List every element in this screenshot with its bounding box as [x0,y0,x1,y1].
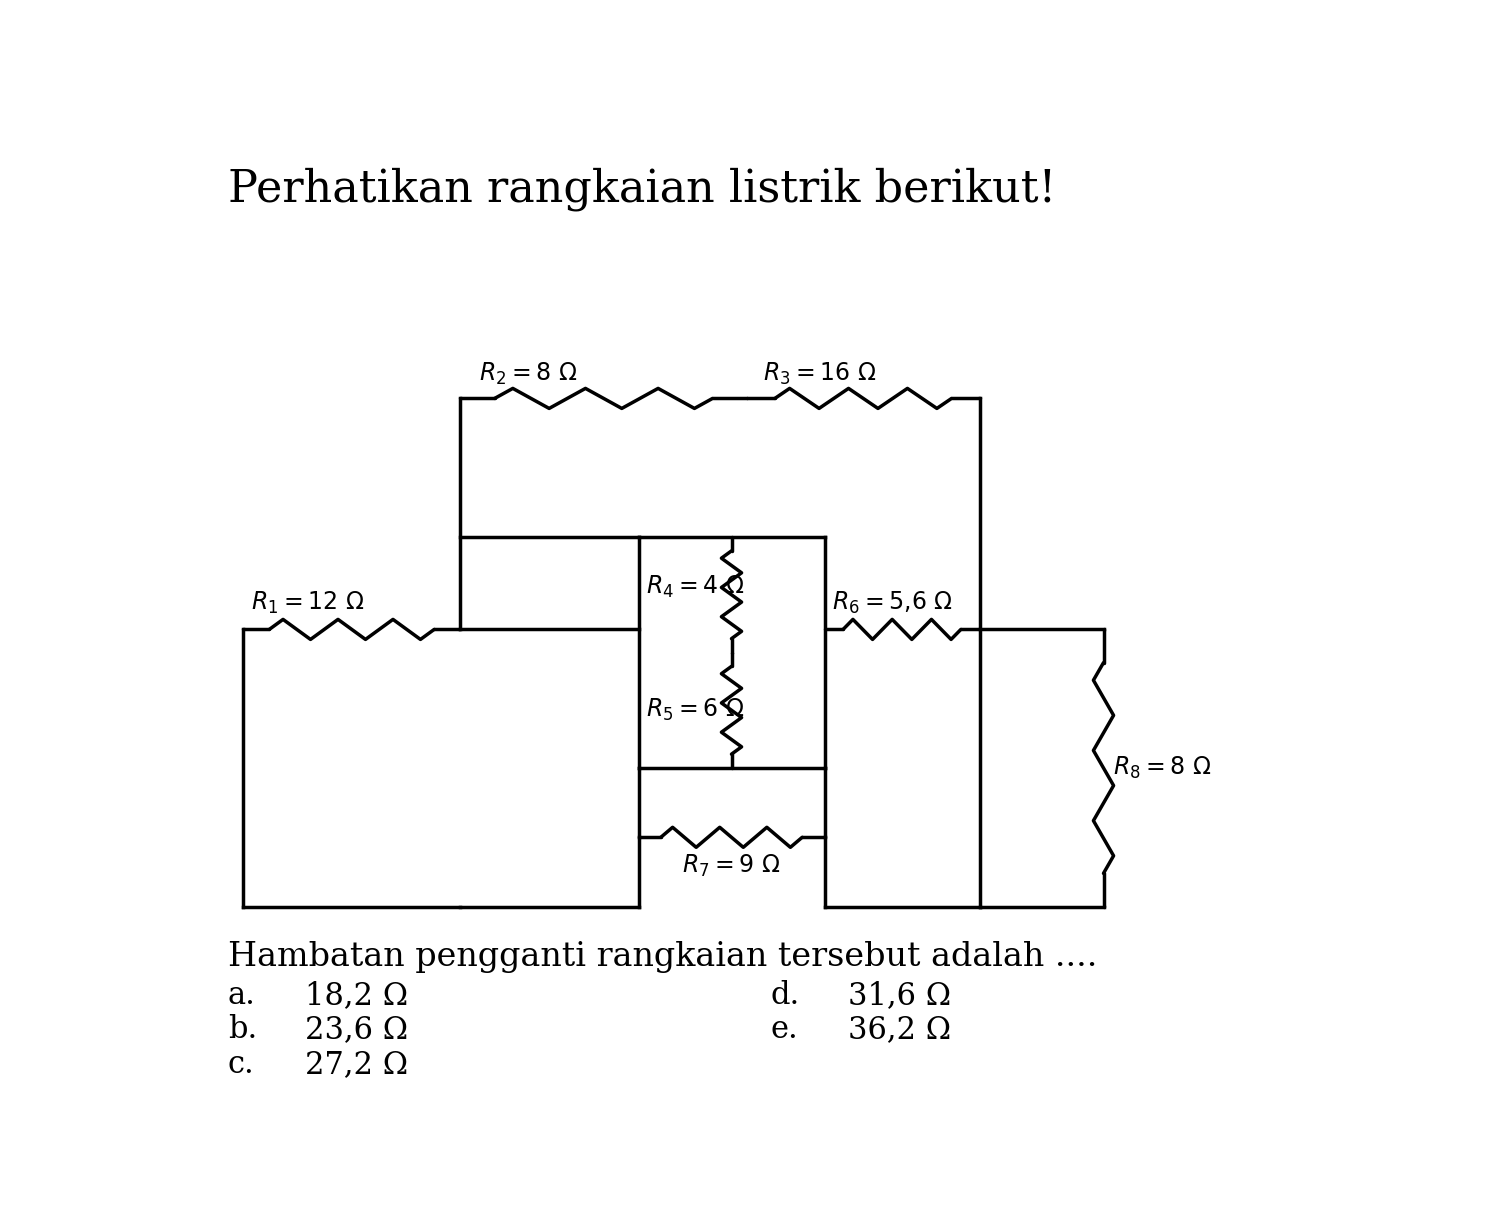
Text: $R_8 = 8\ \Omega$: $R_8 = 8\ \Omega$ [1113,754,1211,781]
Text: $\!\!R_2 = 8\ \Omega$: $\!\!R_2 = 8\ \Omega$ [479,360,578,387]
Text: $R_1 = 12\ \Omega$: $R_1 = 12\ \Omega$ [251,589,364,615]
Text: d.: d. [770,979,800,1011]
Text: Hambatan pengganti rangkaian tersebut adalah ....: Hambatan pengganti rangkaian tersebut ad… [228,942,1098,973]
Text: e.: e. [770,1014,798,1046]
Text: a.: a. [228,979,256,1011]
Text: Perhatikan rangkaian listrik berikut!: Perhatikan rangkaian listrik berikut! [228,167,1055,212]
Text: $R_6 = 5{,}6\ \Omega$: $R_6 = 5{,}6\ \Omega$ [832,589,953,615]
Text: $R_7 = 9\ \Omega$: $R_7 = 9\ \Omega$ [682,852,780,879]
Text: $R_4 = 4\ \Omega$: $R_4 = 4\ \Omega$ [646,574,745,600]
Text: c.: c. [228,1049,254,1080]
Text: $R_5 = 6\ \Omega$: $R_5 = 6\ \Omega$ [646,698,745,723]
Text: 31,6 Ω: 31,6 Ω [848,979,951,1011]
Text: $R_3 = 16\ \Omega$: $R_3 = 16\ \Omega$ [762,360,875,387]
Text: b.: b. [228,1014,257,1046]
Text: 27,2 Ω: 27,2 Ω [305,1049,408,1080]
Text: 36,2 Ω: 36,2 Ω [848,1014,951,1046]
Text: 23,6 Ω: 23,6 Ω [305,1014,408,1046]
Text: 18,2 Ω: 18,2 Ω [305,979,408,1011]
